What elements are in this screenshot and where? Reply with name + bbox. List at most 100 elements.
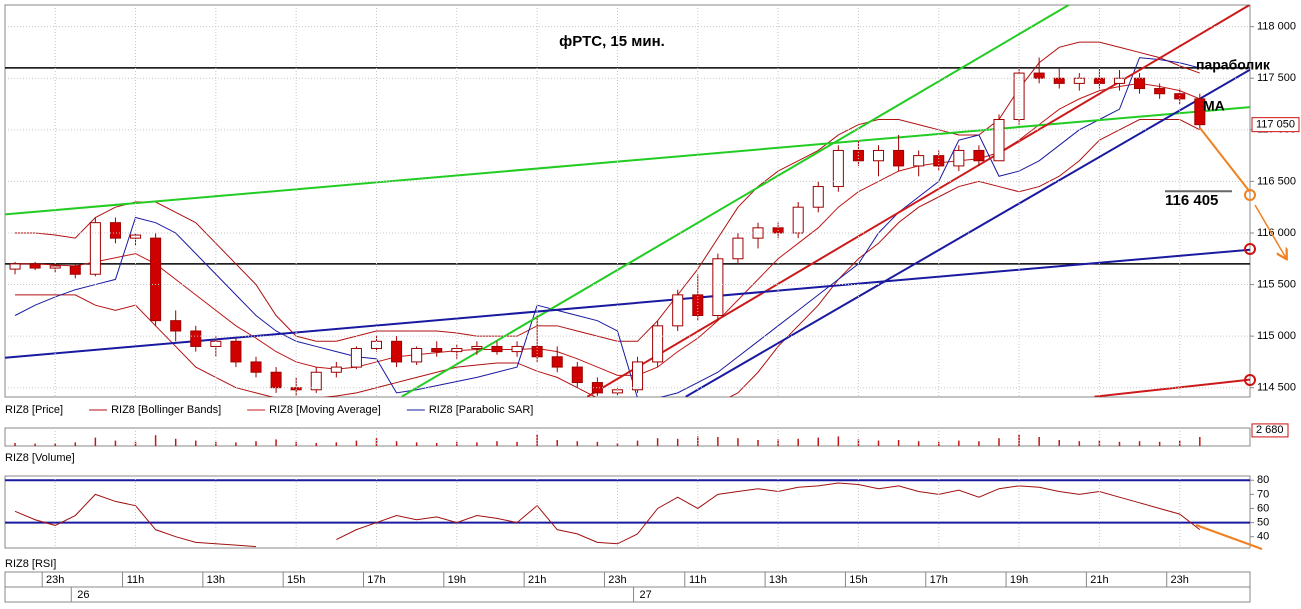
candle-body: [872, 149, 885, 162]
candle-body: [49, 265, 61, 269]
candle-body: [672, 294, 684, 327]
candle-body: [330, 366, 342, 373]
candle-body: [511, 345, 523, 353]
candle-body: [1053, 77, 1065, 84]
y-tick-label: 116 500: [1257, 175, 1296, 187]
x-tick-label: 21h: [1090, 574, 1108, 586]
annotation: параболик: [1196, 57, 1271, 73]
candle-body: [109, 222, 121, 239]
y-tick-label: 40: [1257, 531, 1269, 543]
candle-body: [491, 345, 503, 353]
candle-body: [812, 186, 824, 208]
y-tick-label: 117 500: [1257, 72, 1296, 84]
candle-body: [551, 356, 563, 368]
candle-body: [893, 149, 905, 167]
arrow: [1199, 127, 1251, 193]
x-tick-label: 13h: [207, 574, 225, 586]
candle-body: [210, 340, 222, 347]
x-tick-label: 17h: [367, 574, 385, 586]
x-tick-label: 19h: [448, 574, 466, 586]
date-label: 27: [640, 589, 652, 601]
candle-body: [471, 345, 483, 350]
marker-circle: [1244, 243, 1256, 255]
candle-body: [913, 155, 925, 167]
panel-label: RIZ8 [RSI]: [5, 558, 56, 570]
y-tick-label: 115 500: [1257, 278, 1296, 290]
candle-body: [29, 263, 41, 269]
y-tick-label: 70: [1257, 488, 1269, 500]
volume-panel: [4, 427, 1251, 447]
x-tick-label: 23h: [1171, 574, 1189, 586]
y-tick-label: 50: [1257, 516, 1269, 528]
marker-circle: [1244, 374, 1256, 386]
y-tick-label: 114 500: [1257, 382, 1296, 394]
x-tick-label: 19h: [1010, 574, 1028, 586]
candle-body: [993, 119, 1005, 162]
trend-line: [401, 5, 1070, 397]
candle-body: [652, 325, 664, 363]
trend-line: [586, 5, 1250, 397]
candle-body: [310, 371, 322, 391]
candle-body: [732, 237, 744, 260]
candle-body: [632, 361, 644, 391]
candle-body: [411, 348, 423, 363]
x-tick-label: 23h: [608, 574, 626, 586]
candle-body: [953, 149, 965, 167]
candle-body: [712, 258, 724, 317]
x-tick-label: 15h: [849, 574, 867, 586]
candle-body: [1154, 88, 1166, 95]
rsi-panel: [4, 475, 1251, 549]
price-level-label: 116 405: [1165, 192, 1218, 209]
rsi-line: [14, 482, 1201, 548]
indicator-line: [14, 57, 1200, 397]
y-tick-label: 116 000: [1257, 227, 1296, 239]
y-tick-label: 115 000: [1257, 330, 1296, 342]
candle-body: [270, 371, 282, 389]
x-tick-label: 11h: [127, 574, 145, 586]
volume-plot: [14, 434, 1201, 446]
last-price-box: [1251, 117, 1300, 133]
candle-body: [431, 348, 443, 353]
legend-label: RIZ8 [Price]: [5, 404, 63, 416]
candle-body: [230, 340, 242, 363]
candle-body: [1113, 77, 1125, 84]
candle-body: [571, 366, 583, 384]
x-tick-label: 11h: [689, 574, 707, 586]
legend-label: RIZ8 [Parabolic SAR]: [429, 404, 534, 416]
arrow: [1254, 204, 1286, 258]
candle-body: [391, 340, 403, 363]
legend-label: RIZ8 [Bollinger Bands]: [111, 404, 221, 416]
legend-label: RIZ8 [Moving Average]: [269, 404, 381, 416]
annotation: MA: [1203, 98, 1225, 114]
x-tick-label: 21h: [528, 574, 546, 586]
last-volume-label: 2 680: [1256, 424, 1284, 436]
x-tick-label: 13h: [769, 574, 787, 586]
candle-body: [1134, 77, 1146, 90]
candle-body: [973, 149, 985, 162]
x-tick-label: 23h: [46, 574, 64, 586]
bollinger-band: [15, 119, 1201, 397]
last-volume-box: [1251, 423, 1289, 438]
price-plot: [5, 5, 1250, 397]
date-label: 26: [77, 589, 89, 601]
candle-body: [1033, 72, 1045, 79]
candle-body: [250, 361, 262, 373]
candle-body: [89, 222, 101, 275]
candle-body: [150, 237, 162, 322]
last-price-label: 117 050: [1256, 119, 1295, 131]
candle-body: [792, 206, 804, 234]
chart-title: фРТС, 15 мин.: [559, 33, 665, 50]
trend-line: [5, 248, 1250, 359]
candle-body: [350, 348, 362, 368]
marker-circle: [1244, 189, 1256, 201]
rsi-plot: [5, 479, 1250, 548]
candle-body: [190, 330, 202, 347]
candle-body: [69, 265, 81, 275]
trend-line: [685, 68, 1250, 397]
candle-body: [1073, 77, 1085, 84]
candle-body: [170, 320, 182, 332]
x-tick-label: 17h: [930, 574, 948, 586]
y-tick-label: 80: [1257, 474, 1269, 486]
candle-body: [9, 263, 21, 270]
